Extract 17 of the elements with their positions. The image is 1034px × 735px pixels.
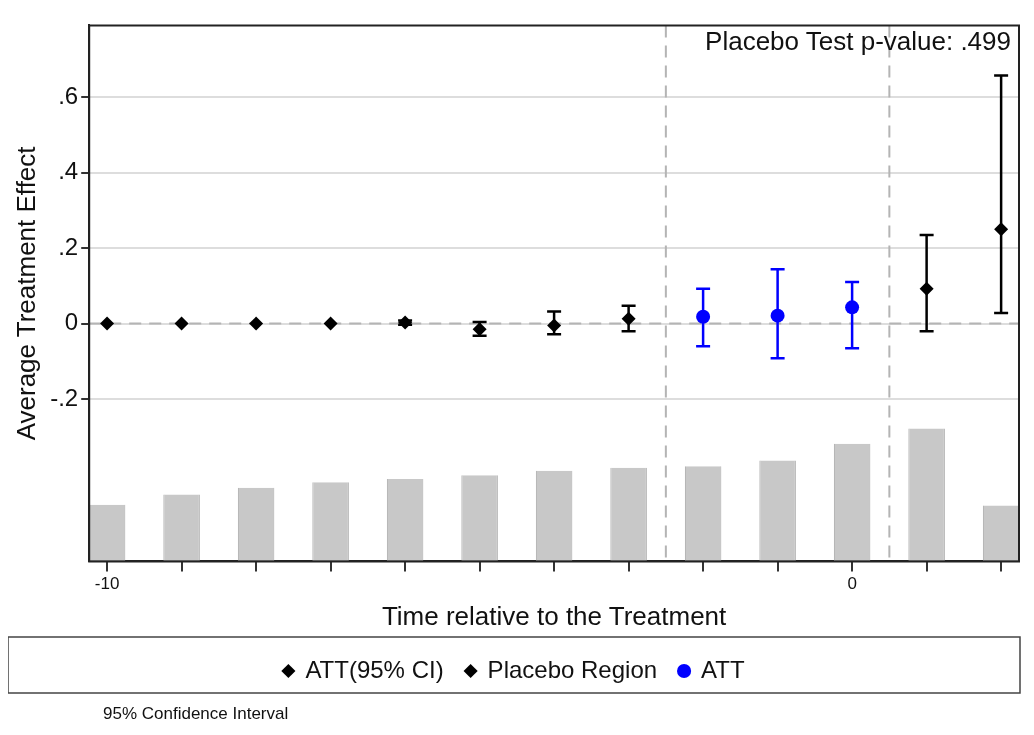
- x-axis-title: Time relative to the Treatment: [381, 600, 728, 631]
- annotation: Placebo Test p-value: .499: [705, 25, 1011, 56]
- y-tick-label: 0: [64, 308, 79, 336]
- y-tick-label: .4: [58, 157, 79, 185]
- y-axis-title: Average Treatment Effect: [10, 145, 41, 441]
- point: [174, 316, 189, 331]
- legend-label: ATT(95% CI): [305, 655, 444, 683]
- text: 95% Confidence Interval: [103, 704, 289, 724]
- point: [323, 316, 338, 331]
- legend-label: ATT: [701, 655, 745, 683]
- point: [100, 316, 115, 331]
- point: [249, 316, 264, 331]
- legend-label: Placebo Region: [487, 655, 658, 683]
- y-tick-label: .6: [58, 81, 79, 109]
- y-tick-label: -.2: [50, 383, 79, 411]
- y-tick-label: .2: [58, 232, 79, 260]
- x-tick-label: -10: [94, 574, 120, 594]
